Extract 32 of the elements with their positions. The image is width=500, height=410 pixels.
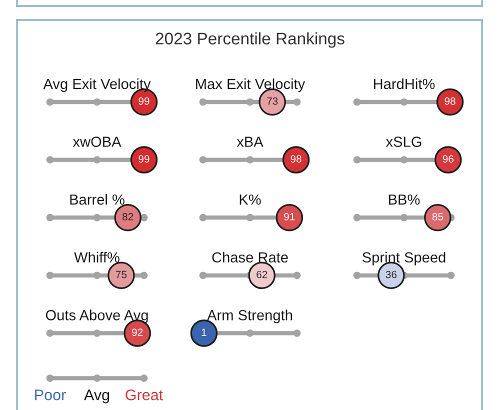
category-label: Arm Strength [207, 310, 292, 324]
data-label: 92 [132, 328, 143, 336]
data-label: 73 [267, 97, 278, 105]
category-label: Chase Rate [212, 252, 288, 263]
data-label: 99 [138, 97, 150, 105]
data-label: 98 [444, 97, 456, 105]
category-label: Max Exit Velocity [196, 78, 306, 92]
text: Avg [84, 390, 110, 404]
data-label: 36 [386, 270, 397, 278]
text: 2023 Percentile Rankings [156, 32, 344, 48]
category-label: Barrel % [70, 194, 124, 205]
category-label: Outs Above Avg [46, 310, 148, 324]
category-label: HardHit% [374, 78, 435, 90]
data-label: 96 [442, 155, 454, 163]
data-label: 85 [432, 213, 444, 220]
category-label: K% [240, 194, 261, 205]
category-label: Whiff% [74, 252, 120, 262]
category-label: Sprint Speed [362, 252, 446, 266]
category-label: xwOBA [72, 136, 122, 147]
data-label: 1 [202, 328, 206, 336]
text: Great [126, 389, 163, 400]
text: Poor [35, 390, 66, 400]
data-label: 98 [290, 155, 302, 163]
category-label: BB% [388, 194, 420, 205]
data-label: 82 [122, 213, 134, 220]
data-label: 75 [116, 270, 127, 278]
data-label: 99 [138, 155, 150, 163]
category-label: xSLG [386, 136, 422, 147]
data-label: 62 [256, 270, 268, 278]
category-label: Avg Exit Velocity [43, 78, 151, 92]
data-label: 91 [284, 213, 295, 220]
category-label: xBA [236, 136, 264, 147]
